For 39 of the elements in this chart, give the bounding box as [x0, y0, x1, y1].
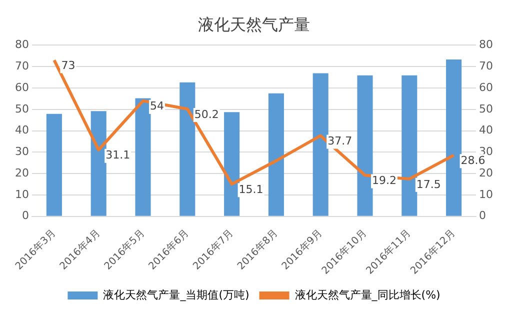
bar — [135, 98, 151, 216]
bar — [90, 111, 106, 216]
y2-tick-label: 70 — [479, 59, 494, 72]
y-tick-label: 10 — [14, 188, 29, 201]
bar — [402, 75, 418, 216]
bar — [224, 112, 240, 216]
y-tick-label: 60 — [14, 80, 29, 94]
data-label: 50.2 — [194, 108, 219, 121]
y-tick-label: 30 — [14, 145, 29, 158]
data-label: 54 — [150, 100, 164, 113]
bar — [312, 73, 328, 216]
bar — [46, 114, 62, 216]
y2-tick-label: 0 — [479, 209, 486, 222]
y-tick-label: 50 — [14, 102, 29, 116]
y2-tick-label: 40 — [479, 124, 494, 137]
data-label: 15.1 — [238, 182, 264, 196]
y-tick-label: 70 — [14, 59, 29, 72]
y2-tick-label: 50 — [479, 102, 494, 116]
legend-label: 液化天然气产量_当期值(万吨) — [103, 288, 250, 302]
data-label: 17.5 — [416, 178, 441, 191]
y-tick-label: 20 — [14, 166, 29, 180]
data-label: 37.7 — [328, 134, 352, 148]
data-label: 31.1 — [106, 148, 130, 162]
bar — [268, 93, 284, 216]
bar — [357, 75, 373, 216]
y-tick-label: 80 — [14, 38, 29, 52]
data-label: 73 — [61, 59, 76, 72]
y-tick-label: 0 — [22, 209, 29, 222]
bar — [180, 82, 196, 216]
bar — [446, 60, 462, 216]
y2-tick-label: 80 — [479, 38, 494, 52]
data-label: 19.2 — [372, 174, 396, 188]
y2-tick-label: 20 — [479, 166, 494, 180]
y2-tick-label: 10 — [479, 188, 494, 201]
data-label: 28.6 — [460, 154, 486, 168]
y2-tick-label: 60 — [479, 80, 494, 94]
y-tick-label: 40 — [14, 124, 29, 137]
chart-title: 液化天然气产量 — [198, 14, 310, 34]
legend-label: 液化天然气产量_同比增长(%) — [294, 288, 440, 302]
